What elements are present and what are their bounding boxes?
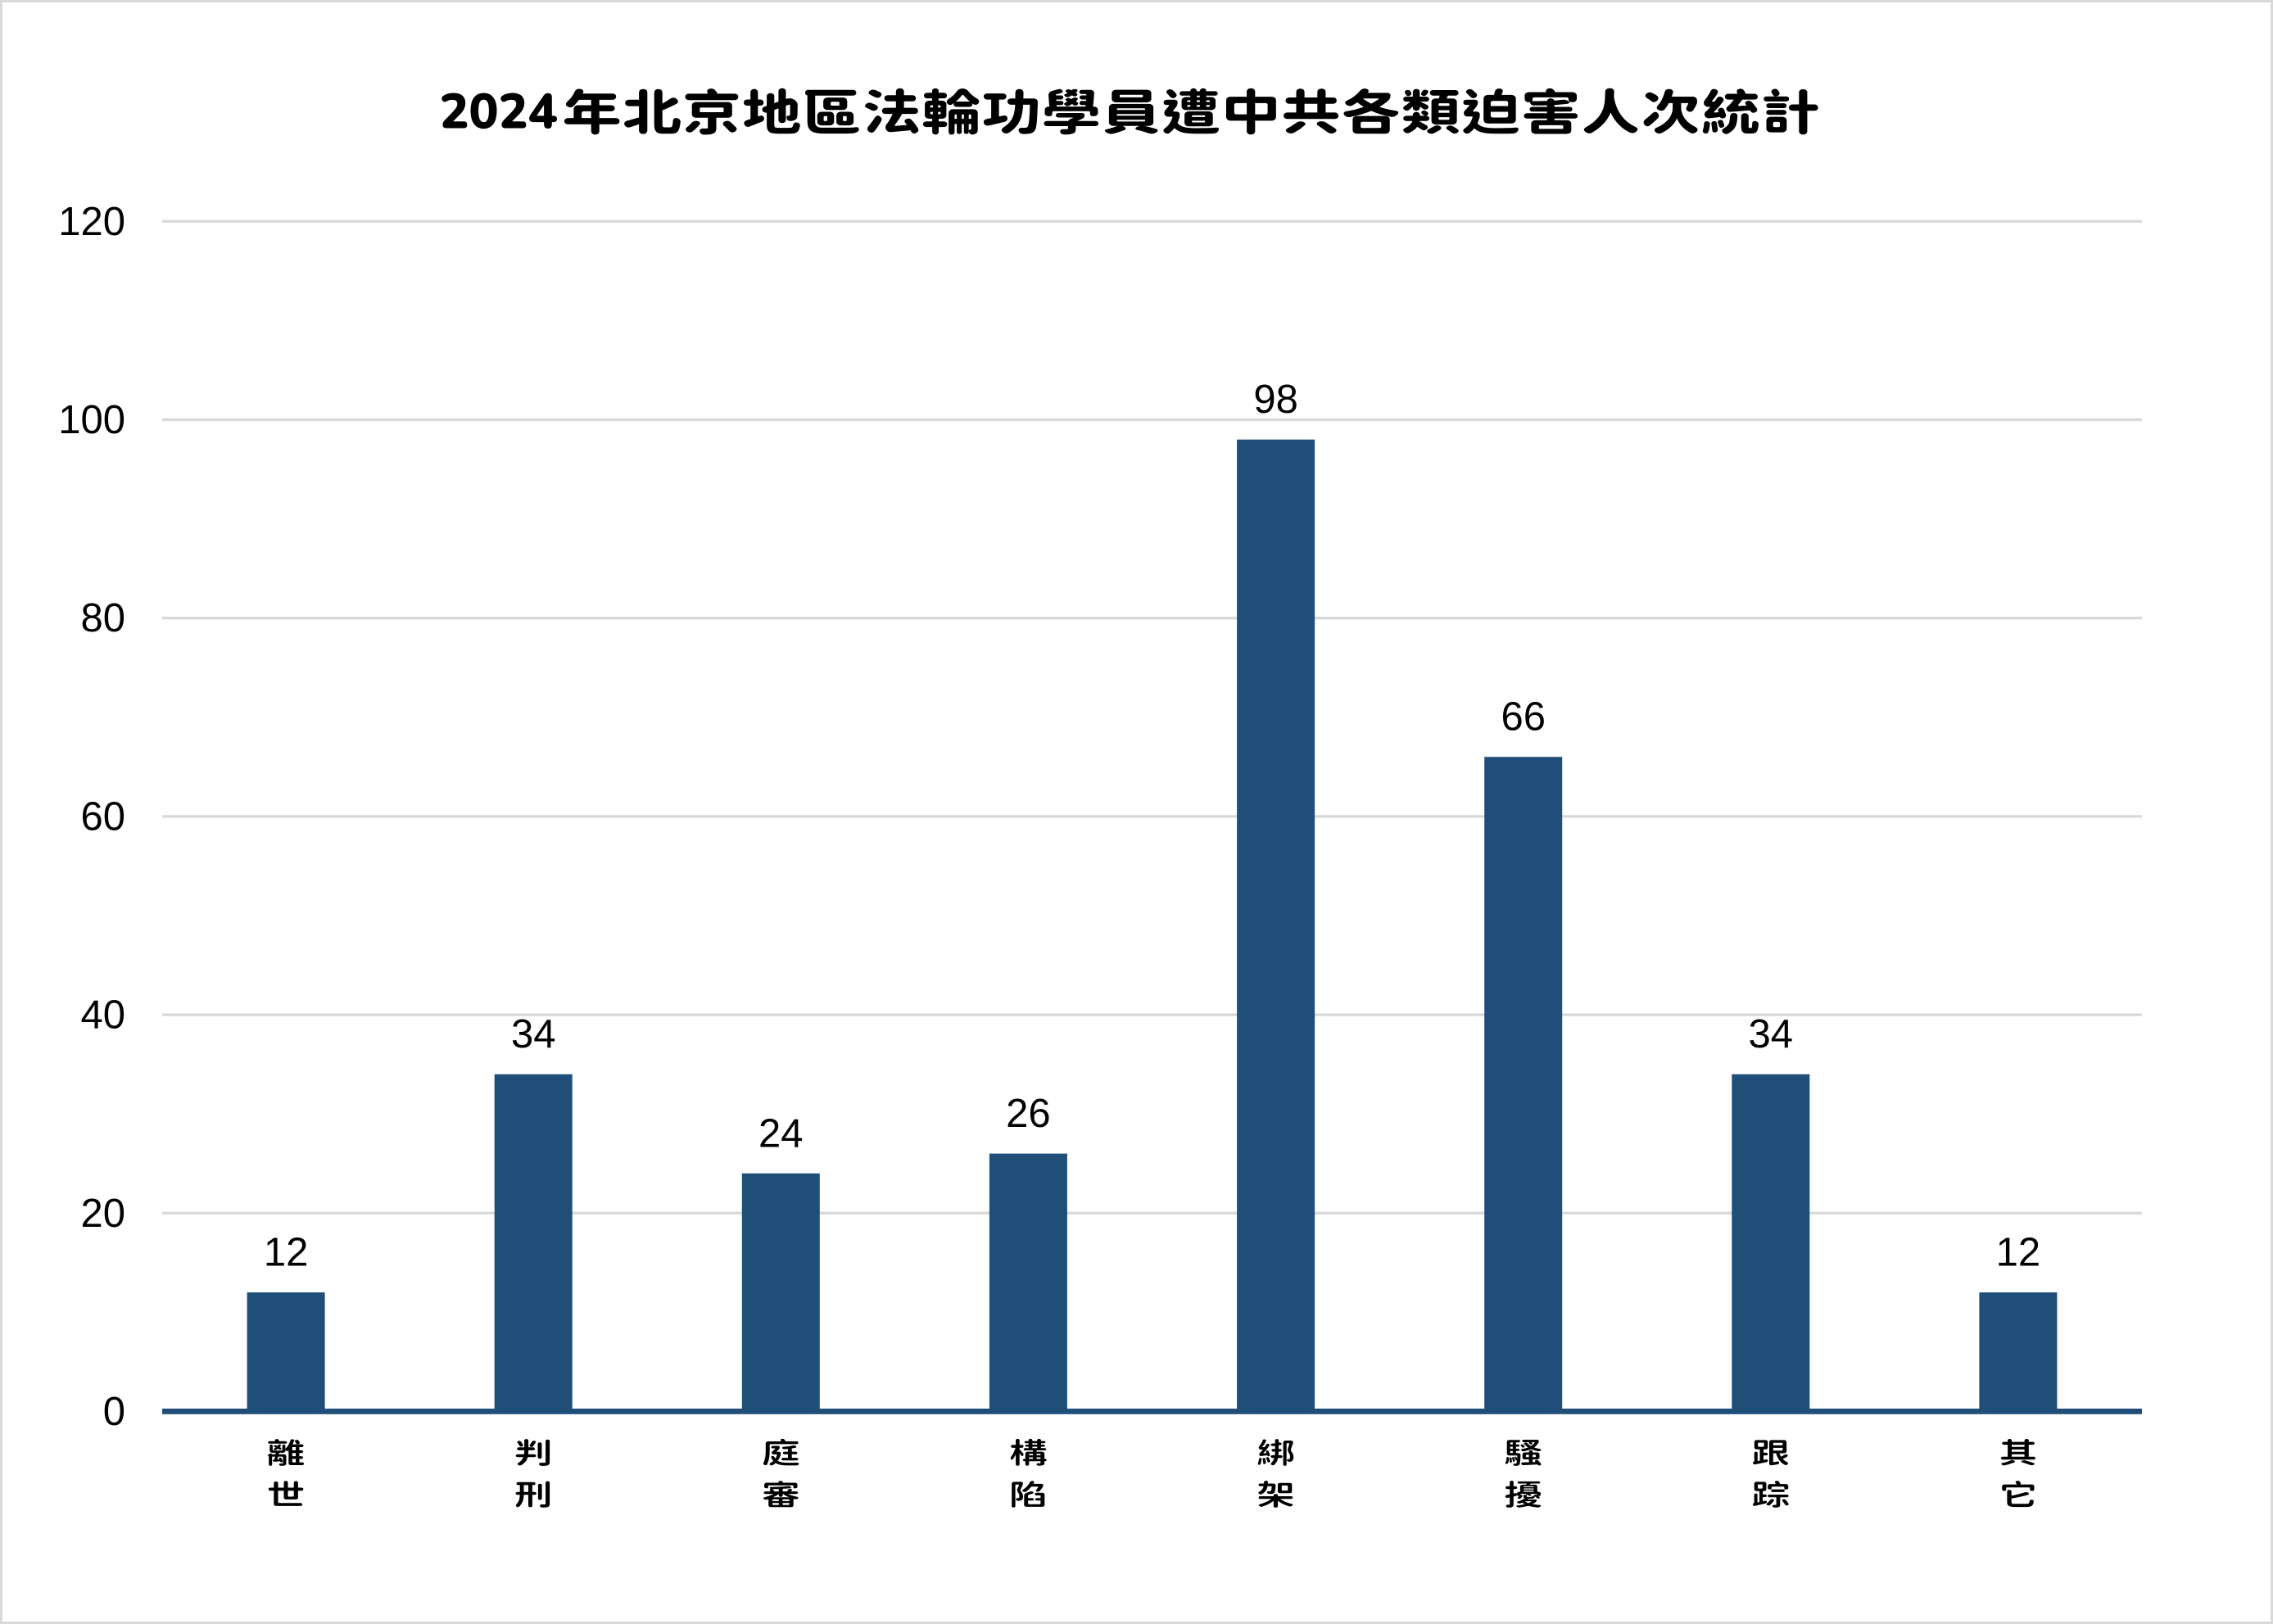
svg-text:20: 20 xyxy=(80,1192,125,1236)
svg-text:66: 66 xyxy=(1501,695,1546,740)
svg-text:100: 100 xyxy=(58,398,125,442)
svg-text:80: 80 xyxy=(80,596,125,640)
svg-text:60: 60 xyxy=(80,794,125,839)
svg-text:34: 34 xyxy=(1749,1012,1794,1056)
svg-text:120: 120 xyxy=(58,200,125,244)
svg-text:0: 0 xyxy=(103,1390,125,1434)
svg-text:26: 26 xyxy=(1006,1092,1051,1136)
svg-text:40: 40 xyxy=(80,993,125,1038)
svg-text:98: 98 xyxy=(1253,378,1298,422)
svg-text:12: 12 xyxy=(1996,1231,2041,1275)
svg-text:12: 12 xyxy=(264,1231,309,1275)
svg-text:34: 34 xyxy=(511,1012,556,1056)
svg-text:24: 24 xyxy=(758,1111,804,1156)
